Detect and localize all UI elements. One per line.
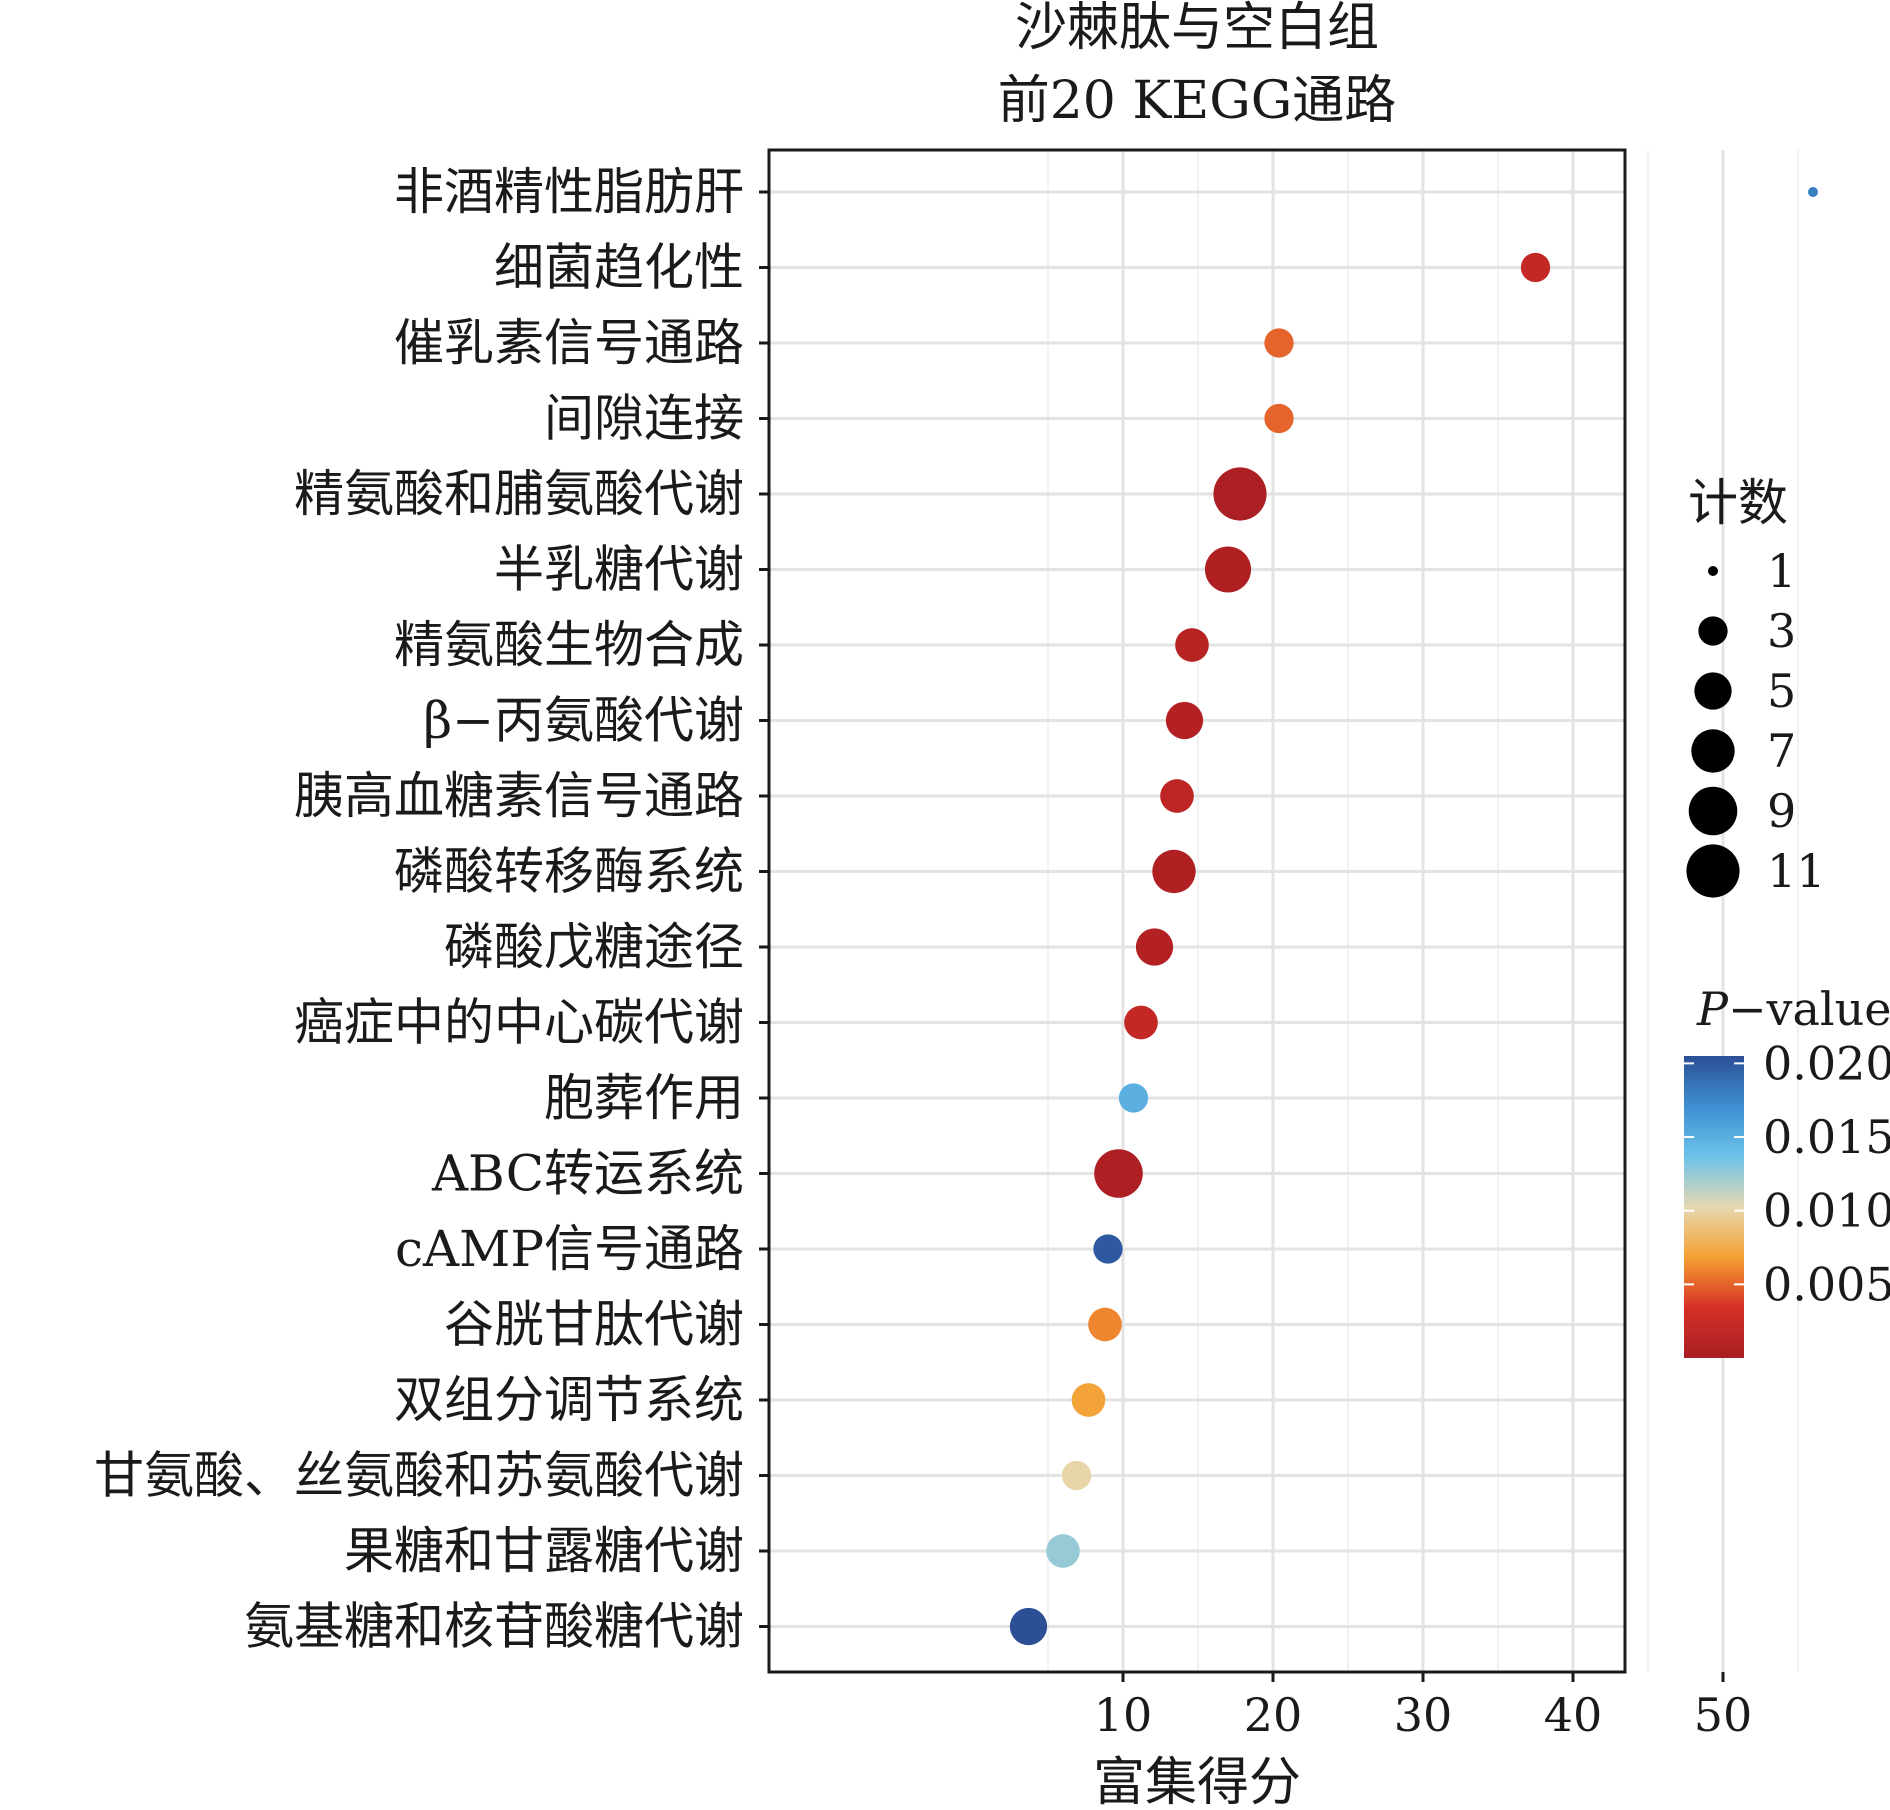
y-tick-label: 间隙连接: [544, 390, 744, 448]
data-point: [1165, 701, 1204, 740]
y-tick-label: 癌症中的中心碳代谢: [294, 994, 744, 1052]
y-tick-label: 非酒精性脂肪肝: [394, 163, 744, 221]
chart-title: 沙棘肽与空白组 前20 KEGG通路: [998, 0, 1397, 131]
y-tick-label: 催乳素信号通路: [394, 314, 744, 372]
color-legend-label: 0.015: [1763, 1110, 1890, 1164]
x-axis-title: 富集得分: [1093, 1753, 1301, 1810]
data-point: [1160, 779, 1194, 813]
size-legend-title: 计数: [1688, 474, 1788, 532]
y-tick-label: 细菌趋化性: [494, 239, 744, 297]
size-legend-key: [1708, 566, 1718, 576]
size-legend-label: 5: [1767, 664, 1796, 718]
y-tick-label: 胞葬作用: [544, 1069, 744, 1127]
color-legend-label: 0.005: [1763, 1257, 1890, 1311]
x-axis-ticks: 10 20 30 40 50: [1094, 1672, 1753, 1742]
y-tick-label: 磷酸转移酶系统: [394, 843, 744, 901]
data-point: [1808, 187, 1818, 197]
y-tick-label: 胰高血糖素信号通路: [294, 767, 744, 825]
data-point: [1124, 1005, 1158, 1040]
data-point: [1264, 403, 1294, 434]
data-point: [1088, 1307, 1122, 1342]
data-point: [1204, 546, 1252, 593]
x-tick-label: 10: [1094, 1688, 1153, 1742]
y-axis-ticks: 非酒精性脂肪肝细菌趋化性催乳素信号通路间隙连接精氨酸和脯氨酸代谢半乳糖代谢精氨酸…: [94, 163, 769, 1656]
size-legend-key: [1688, 786, 1738, 836]
size-legend-label: 1: [1767, 544, 1796, 598]
y-tick-label: 精氨酸和脯氨酸代谢: [294, 465, 744, 523]
x-tick-label: 40: [1544, 1688, 1603, 1742]
color-legend-title-italic: P: [1696, 982, 1729, 1036]
color-legend-title-rest: −value: [1728, 982, 1890, 1036]
y-tick-label: 半乳糖代谢: [494, 541, 744, 599]
data-point: [1009, 1607, 1048, 1646]
color-legend-bar: [1684, 1056, 1744, 1358]
data-point: [1093, 1234, 1123, 1264]
gridlines: [769, 150, 1799, 1672]
data-point: [1264, 328, 1294, 358]
y-tick-label: ABC转运系统: [431, 1145, 744, 1203]
data-point: [1175, 628, 1209, 662]
data-points: [1009, 187, 1818, 1646]
size-legend-label: 3: [1767, 604, 1796, 658]
data-point: [1094, 1149, 1143, 1198]
x-tick-label: 20: [1244, 1688, 1303, 1742]
size-legend-key: [1698, 616, 1728, 646]
y-tick-label: 谷胱甘肽代谢: [444, 1296, 744, 1354]
size-legend: 计数 1 3 5 7 9 11: [1686, 474, 1826, 898]
color-legend-label: 0.010: [1763, 1184, 1890, 1238]
x-tick-label: 30: [1394, 1688, 1453, 1742]
y-tick-label: cAMP信号通路: [395, 1220, 744, 1278]
size-legend-key: [1686, 844, 1740, 898]
y-tick-label: 果糖和甘露糖代谢: [344, 1522, 744, 1580]
data-point: [1152, 849, 1196, 894]
y-tick-label: β−丙氨酸代谢: [423, 692, 744, 750]
color-legend: P−value 0.020 0.015 0.010 0.005: [1684, 982, 1890, 1358]
size-legend-key: [1691, 729, 1735, 773]
size-legend-label: 11: [1767, 844, 1826, 898]
y-tick-label: 氨基糖和核苷酸糖代谢: [244, 1598, 744, 1656]
y-tick-label: 甘氨酸、丝氨酸和苏氨酸代谢: [94, 1447, 744, 1505]
y-tick-label: 精氨酸生物合成: [394, 616, 744, 674]
data-point: [1071, 1383, 1106, 1417]
size-legend-key: [1694, 672, 1732, 710]
data-point: [1213, 467, 1267, 521]
data-point: [1118, 1083, 1149, 1113]
chart-title-line-1: 沙棘肽与空白组: [1015, 0, 1379, 58]
data-point: [1061, 1460, 1092, 1491]
chart-title-line-2: 前20 KEGG通路: [998, 71, 1397, 131]
x-tick-label: 50: [1694, 1688, 1753, 1742]
size-legend-label: 7: [1767, 724, 1796, 778]
data-point: [1046, 1534, 1080, 1568]
plot-panel-border: [767, 148, 1627, 1674]
y-tick-label: 双组分调节系统: [394, 1371, 744, 1429]
y-tick-label: 磷酸戊糖途径: [444, 918, 744, 976]
color-legend-label: 0.020: [1763, 1036, 1890, 1090]
size-legend-label: 9: [1767, 784, 1796, 838]
data-point: [1520, 252, 1551, 283]
data-point: [1135, 928, 1174, 966]
color-legend-title: P−value: [1696, 982, 1890, 1036]
